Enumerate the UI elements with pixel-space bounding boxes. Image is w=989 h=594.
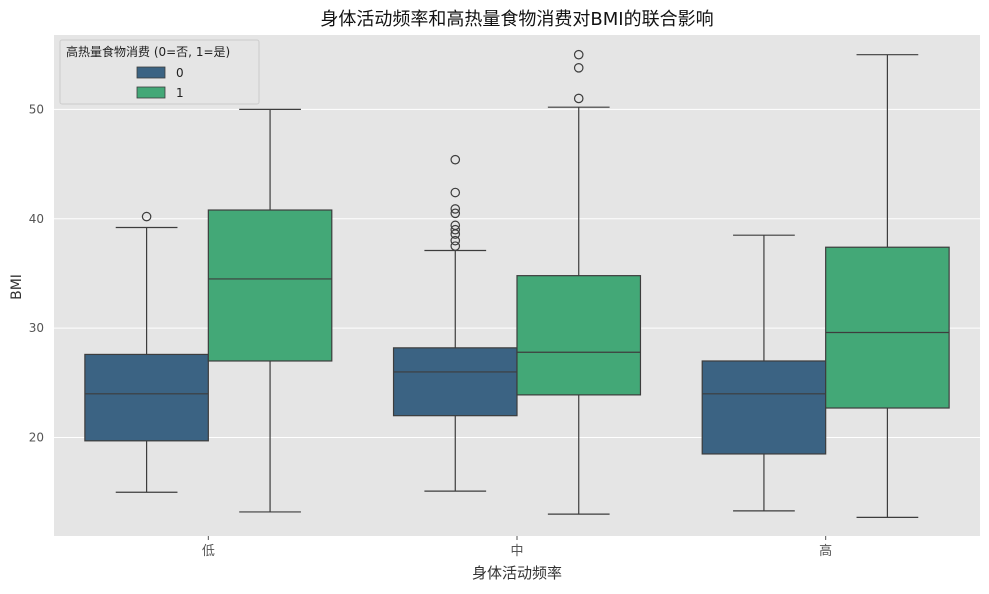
outlier-point bbox=[450, 208, 461, 219]
box-iqr bbox=[825, 246, 950, 409]
y-axis-label: BMI bbox=[9, 274, 25, 300]
outlier-point bbox=[450, 241, 461, 251]
box-iqr bbox=[392, 347, 518, 417]
outlier-point bbox=[450, 224, 461, 235]
box-iqr bbox=[516, 275, 642, 396]
legend-swatch bbox=[136, 66, 166, 79]
outlier-point bbox=[450, 235, 461, 246]
outlier-point bbox=[450, 204, 461, 214]
y-tick-label: 20 bbox=[29, 431, 44, 445]
outlier-point bbox=[573, 49, 584, 60]
y-tick-label: 50 bbox=[29, 102, 44, 116]
legend-swatch bbox=[136, 86, 166, 99]
x-tick-label: 高 bbox=[819, 543, 832, 559]
outlier-point bbox=[573, 63, 584, 73]
box-group bbox=[516, 49, 642, 515]
box-group bbox=[392, 154, 518, 492]
outlier-point bbox=[450, 187, 461, 198]
x-axis-label: 身体活动频率 bbox=[472, 564, 562, 582]
y-tick-label: 30 bbox=[29, 321, 44, 335]
y-tick-label: 40 bbox=[29, 212, 44, 226]
box-iqr bbox=[84, 353, 209, 442]
legend-label: 0 bbox=[176, 66, 184, 80]
box-group bbox=[84, 211, 209, 493]
box-iqr bbox=[701, 360, 827, 455]
chart-title: 身体活动频率和高热量食物消费对BMI的联合影响 bbox=[320, 9, 713, 30]
legend-label: 1 bbox=[176, 86, 184, 100]
box-group bbox=[701, 234, 827, 512]
legend: 高热量食物消费 (0=否, 1=是) 0 1 bbox=[59, 39, 260, 105]
box-group bbox=[825, 54, 950, 519]
outlier-point bbox=[450, 220, 461, 231]
x-tick-label: 低 bbox=[202, 544, 215, 559]
outlier-point bbox=[141, 211, 152, 222]
box-iqr bbox=[207, 209, 333, 362]
box-group bbox=[207, 108, 333, 513]
x-tick-label: 中 bbox=[510, 544, 523, 559]
outlier-point bbox=[450, 154, 461, 165]
legend-title: 高热量食物消费 (0=否, 1=是) bbox=[66, 44, 230, 59]
outlier-point bbox=[573, 93, 584, 104]
